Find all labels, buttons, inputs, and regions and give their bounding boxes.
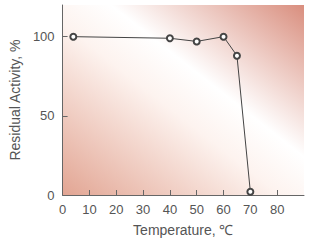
- svg-text:80: 80: [270, 202, 284, 217]
- svg-text:50: 50: [40, 108, 54, 123]
- svg-text:100: 100: [33, 29, 55, 44]
- svg-text:Residual Activity, %: Residual Activity, %: [7, 39, 23, 160]
- svg-text:10: 10: [82, 202, 96, 217]
- svg-text:20: 20: [109, 202, 123, 217]
- svg-text:30: 30: [136, 202, 150, 217]
- svg-text:70: 70: [243, 202, 257, 217]
- svg-text:40: 40: [163, 202, 177, 217]
- svg-text:50: 50: [189, 202, 203, 217]
- svg-text:0: 0: [47, 188, 54, 203]
- svg-text:60: 60: [216, 202, 230, 217]
- svg-text:Temperature, ℃: Temperature, ℃: [133, 222, 233, 238]
- svg-text:0: 0: [59, 202, 66, 217]
